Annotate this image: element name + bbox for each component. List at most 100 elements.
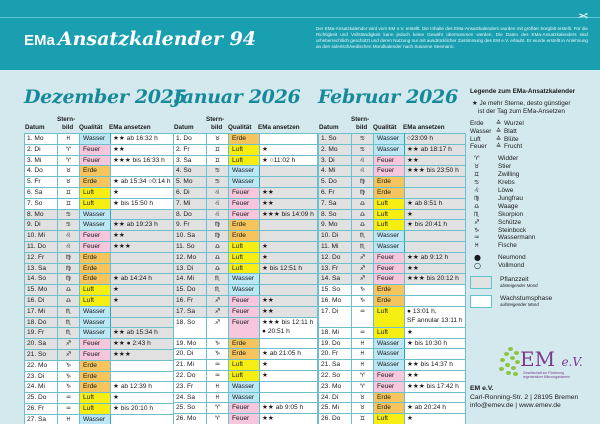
em-ev-logo: EM e.V. Gesellschaft zur Förderung regene… — [496, 345, 596, 385]
table-row: 12. Fr ♍ Erde — [24, 251, 174, 264]
date-cell: 16. Fr — [173, 294, 207, 307]
col-date: Datum — [174, 124, 194, 131]
column-headers: Datum Stern-bild Qualität EMa ansetzen — [318, 111, 466, 133]
legend-sign-row: ♏ Skorpion — [470, 211, 595, 219]
ema-cell — [404, 230, 466, 242]
equals-icon: ≙ — [496, 119, 502, 127]
ema-cell — [404, 391, 466, 404]
table-row: 5. Mo ♋ Wasser — [173, 176, 318, 188]
date-cell: 9. Di — [24, 219, 58, 232]
table-row: 9. Di ♋ Wasser ★★ ab 19:23 h — [24, 219, 174, 232]
zodiac-icon: ♋ — [57, 208, 80, 221]
column-headers: Datum Stern-bild Qualität EMa ansetzen — [173, 111, 318, 133]
legend-sign-row: ♈ Widder — [470, 155, 595, 163]
ema-cell: ★ — [404, 413, 466, 424]
date-cell: 17. Sa — [173, 305, 207, 318]
zodiac-icon: ♑ — [351, 284, 374, 296]
table-row: 14. Sa ♐ Feuer ★★★ bis 20:12 h — [318, 273, 466, 286]
date-cell: 23. Di — [24, 370, 58, 383]
legend-sign-row: ♎ Waage — [470, 203, 595, 211]
quality-cell: Luft — [373, 208, 405, 221]
quality-cell: Feuer — [79, 338, 111, 350]
legend-moons: ● Neumond ○ Vollmond — [470, 254, 595, 270]
table-row: 22. Mo ♑ Erde — [24, 359, 174, 372]
ema-cell: ★★ ab 9:12 h — [404, 251, 466, 264]
footer-org: EM e.V. — [470, 385, 494, 392]
ema-cell — [259, 337, 318, 350]
col-quality: Qualität — [79, 124, 103, 131]
ema-cell: ★ bis 15:50 h — [110, 197, 174, 210]
month-december: Dezember 2025 Datum Stern-bild Qualität EMa … — [24, 86, 187, 424]
zodiac-icon: ♈ — [351, 380, 374, 393]
title-main: Ansatzkalender 94 — [57, 28, 257, 50]
quality-cell: Erde — [373, 402, 405, 415]
table-row: 10. Sa ♍ Erde — [173, 230, 318, 242]
date-cell: 20. Sa — [24, 338, 58, 350]
month-title: Dezember 2025 — [24, 86, 187, 108]
zodiac-icon: ♐ — [474, 218, 480, 226]
ema-cell: ★ — [259, 369, 318, 382]
date-cell: 13. Fr — [318, 262, 352, 275]
date-cell: 17. Di — [318, 305, 352, 328]
ema-cell — [110, 370, 174, 383]
date-cell: 22. So — [318, 369, 352, 382]
table-row: 6. Di ♌ Feuer ★★ — [173, 186, 318, 199]
quality-cell: Luft — [79, 186, 111, 199]
quality-cell: Feuer — [373, 251, 405, 264]
date-cell: 3. Mi — [24, 154, 58, 167]
quality-cell: Feuer — [373, 369, 405, 382]
table-row: 7. So ♊ Luft ★ bis 15:50 h — [24, 197, 174, 210]
date-cell: 6. Fr — [318, 186, 352, 199]
ema-cell: ★★ — [110, 143, 174, 156]
zodiac-icon: ♌ — [351, 154, 374, 167]
ema-cell: ★ — [404, 208, 466, 221]
zodiac-icon: ♋ — [351, 133, 374, 145]
table-row: 26. Mo ♈ Feuer ★★ — [173, 413, 318, 424]
date-cell: 25. So — [173, 402, 207, 415]
quality-cell: Wasser — [373, 348, 405, 361]
zodiac-icon: ♏ — [351, 230, 374, 242]
ema-cell: ★ — [404, 326, 466, 339]
ema-cell: ★★ bis 14:37 h — [404, 359, 466, 371]
zodiac-icon: ♋ — [474, 179, 480, 187]
date-cell: 10. Sa — [173, 230, 207, 242]
date-cell: 3. Di — [318, 154, 352, 167]
ema-cell — [110, 305, 174, 318]
table-row: 20. Sa ♐ Feuer ★★ ● 2:43 h — [24, 338, 174, 350]
header-divider — [0, 17, 600, 18]
table-row: 25. So ♈ Feuer ★★ ab 9:05 h — [173, 402, 318, 415]
date-cell: 6. Di — [173, 186, 207, 199]
zodiac-icon: ♈ — [57, 154, 80, 167]
date-cell: 8. Mo — [24, 208, 58, 221]
quality-cell: Feuer — [228, 208, 260, 221]
date-cell: 15. Do — [173, 284, 207, 296]
table-row: 4. Mi ♌ Feuer ★★★ bis 23:50 h — [318, 165, 466, 178]
quality-cell: Wasser — [373, 337, 405, 350]
date-cell: 24. Di — [318, 391, 352, 404]
quality-cell: Luft — [79, 284, 111, 296]
date-cell: 8. So — [318, 208, 352, 221]
legend-sign-row: ♐ Schütze — [470, 219, 595, 227]
zodiac-icon: ♎ — [57, 294, 80, 307]
date-cell: 1. Do — [173, 133, 207, 145]
quality-cell: Erde — [373, 176, 405, 188]
legend: Legende zum EMa-Ansatzkalender ★ Je mehr… — [470, 88, 595, 309]
date-cell: 4. Mi — [318, 165, 352, 178]
col-sign: Stern-bild — [57, 116, 76, 131]
table-row: 18. Do ♏ Wasser — [24, 316, 174, 329]
quality-cell: Feuer — [373, 273, 405, 286]
zodiac-icon: ♑ — [57, 359, 80, 372]
quality-cell: Feuer — [79, 240, 111, 253]
ema-cell: ★★★ bis 23:50 h — [404, 165, 466, 178]
zodiac-icon: ♑ — [57, 370, 80, 383]
ema-cell — [404, 186, 466, 199]
ema-cell — [404, 294, 466, 307]
equals-icon: ≙ — [496, 127, 502, 135]
date-cell: 12. Do — [318, 251, 352, 264]
ema-cell: ★ bis 20:41 h — [404, 219, 466, 232]
table-row: 19. Fr ♏ Wasser ★★ ab 15:34 h — [24, 327, 174, 340]
table-row: 6. Sa ♊ Luft ★ — [24, 186, 174, 199]
zodiac-icon: ♎ — [474, 202, 480, 210]
ema-cell: ★★ — [404, 154, 466, 167]
table-row: 22. Do ♒ Luft ★ — [173, 369, 318, 382]
